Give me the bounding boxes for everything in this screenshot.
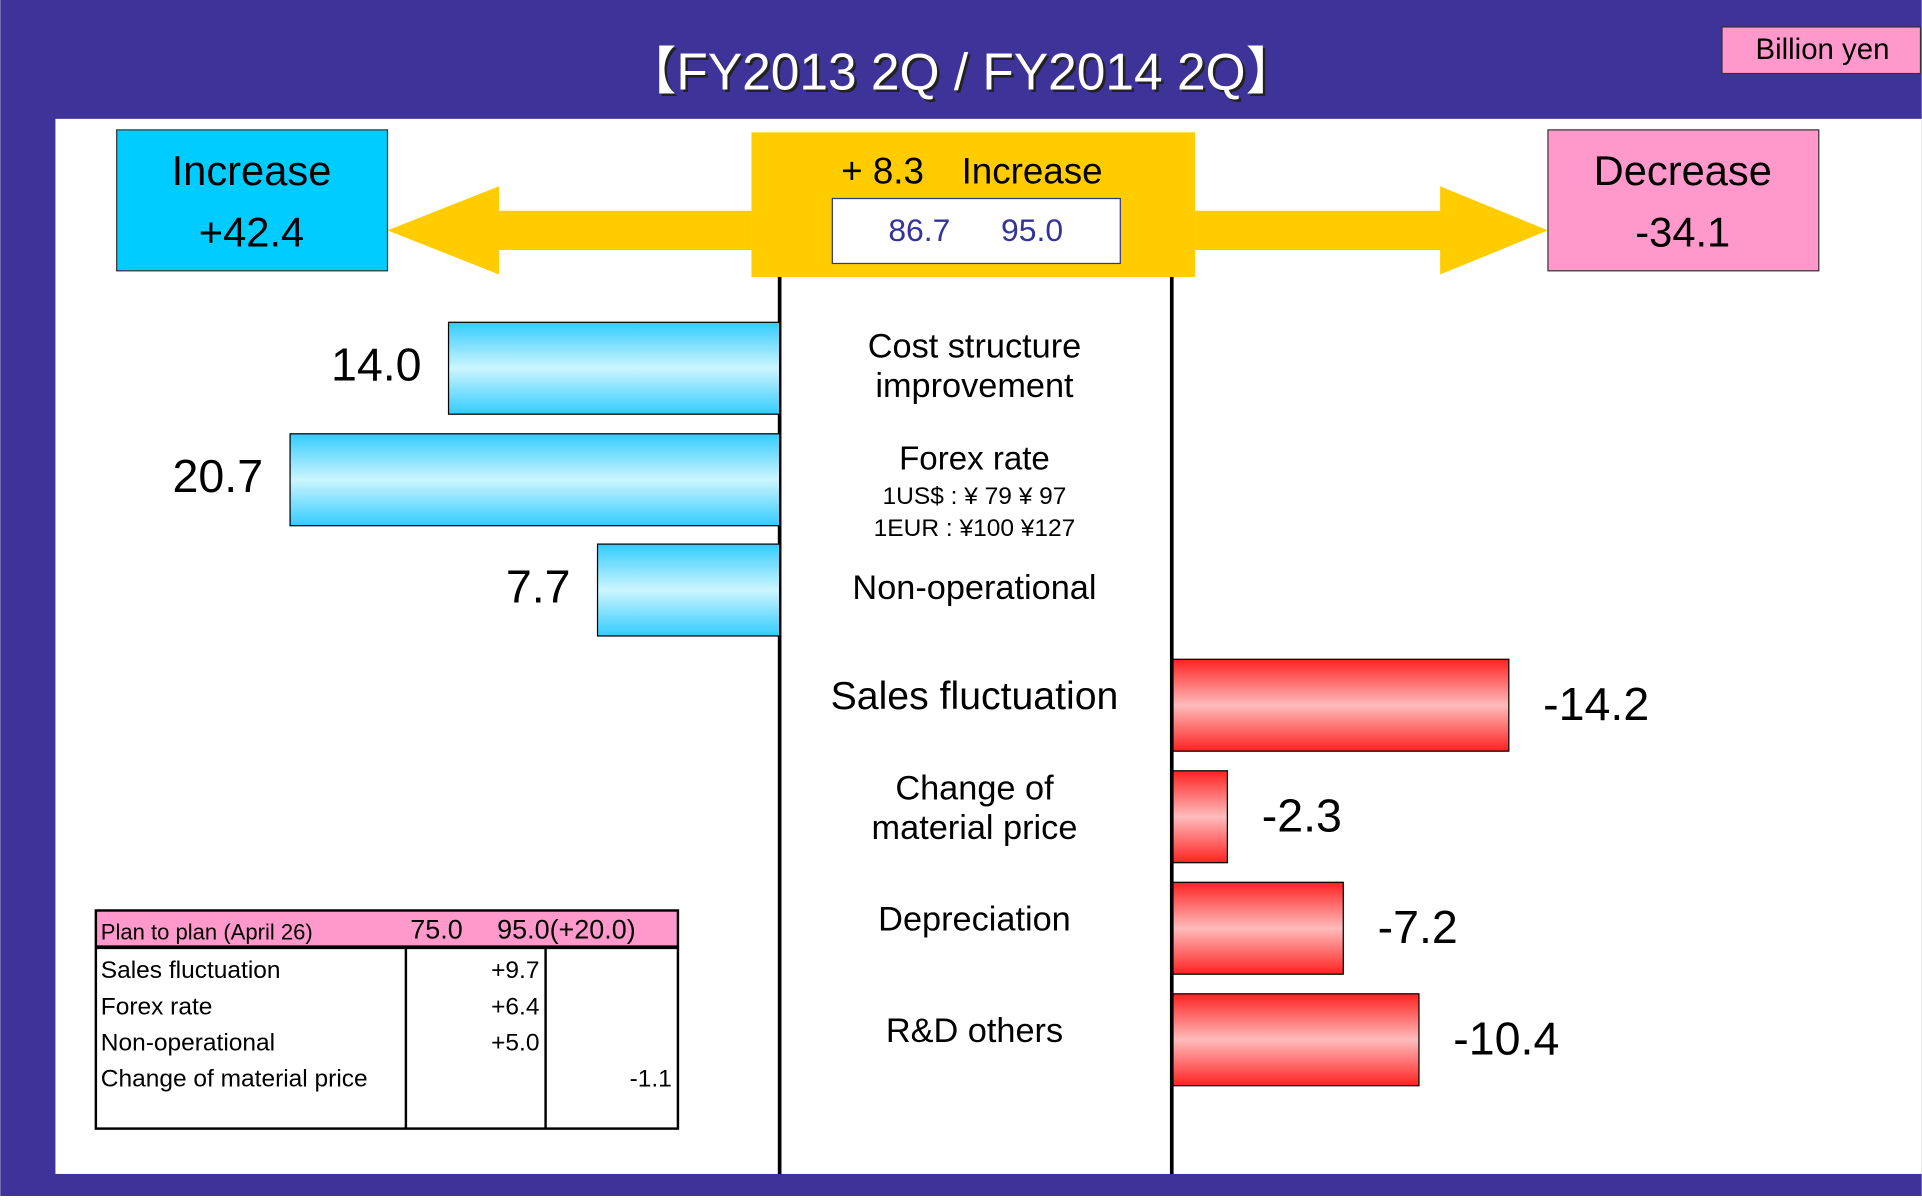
decrease-value: -34.1	[1635, 208, 1730, 255]
bar	[1172, 770, 1229, 864]
net-value: + 8.3	[841, 151, 924, 192]
unit-box	[1721, 26, 1922, 75]
value-label: 7.7	[506, 560, 571, 612]
category-label: Cost structure	[868, 328, 1081, 366]
bar	[1172, 993, 1420, 1087]
table-cell: +5.0	[491, 1030, 539, 1057]
table-cell: +9.7	[491, 957, 539, 984]
net-from: 86.7	[888, 212, 950, 248]
table-header-bg	[95, 910, 678, 948]
table-cell: +6.4	[491, 993, 539, 1020]
table-cell: Change of material price	[101, 1066, 368, 1093]
net-label: Increase	[962, 151, 1103, 192]
increase-value: +42.4	[199, 208, 304, 255]
chart-title: 【FY2013 2Q / FY2014 2Q】	[625, 43, 1297, 101]
table-cell: Forex rate	[101, 993, 213, 1020]
arrow-right	[1195, 186, 1548, 275]
bar	[1172, 658, 1510, 752]
table-cell: Non-operational	[101, 1030, 275, 1057]
category-label: Sales fluctuation	[831, 675, 1119, 718]
decrease-box	[1547, 129, 1820, 272]
increase-box	[116, 129, 389, 272]
increase-label: Increase	[172, 147, 332, 194]
category-label: Forex rate	[899, 440, 1050, 477]
decrease-label: Decrease	[1594, 147, 1772, 194]
table-header: 95.0(+20.0)	[497, 914, 636, 944]
value-label: -7.2	[1378, 901, 1458, 953]
panel	[55, 118, 1922, 1174]
value-label: 14.0	[331, 339, 422, 391]
table-header: 75.0	[410, 914, 462, 944]
value-label: 20.7	[173, 450, 264, 502]
category-label: Change of	[895, 769, 1054, 807]
value-label: -10.4	[1453, 1013, 1559, 1065]
plan-table: Plan to plan (April 26) 75.0 95.0(+20.0)…	[94, 909, 680, 1130]
table-cell: Sales fluctuation	[101, 957, 281, 984]
category-note: 1US$ : ¥ 79 ¥ 97	[883, 483, 1067, 510]
table-border	[94, 909, 680, 1130]
net-to: 95.0	[1001, 212, 1063, 248]
category-label: improvement	[875, 367, 1074, 405]
table-cell: -1.1	[630, 1066, 672, 1093]
category-label: Non-operational	[852, 569, 1096, 607]
bar	[596, 543, 781, 637]
arrow-left	[387, 186, 752, 275]
net-inner-box	[831, 197, 1121, 265]
table-header: Plan to plan (April 26)	[101, 920, 313, 945]
value-label: -14.2	[1543, 678, 1649, 730]
value-label: -2.3	[1262, 789, 1342, 841]
bar	[1172, 881, 1344, 975]
bar	[289, 433, 781, 527]
category-note: 1EUR : ¥100 ¥127	[874, 515, 1076, 542]
category-label: Depreciation	[878, 901, 1071, 939]
bar	[447, 321, 781, 415]
unit: Billion yen	[1755, 33, 1889, 66]
title-shadow: 【FY2013 2Q / FY2014 2Q】	[627, 45, 1299, 103]
category-label: R&D others	[886, 1012, 1063, 1050]
category-label: material price	[872, 809, 1078, 847]
